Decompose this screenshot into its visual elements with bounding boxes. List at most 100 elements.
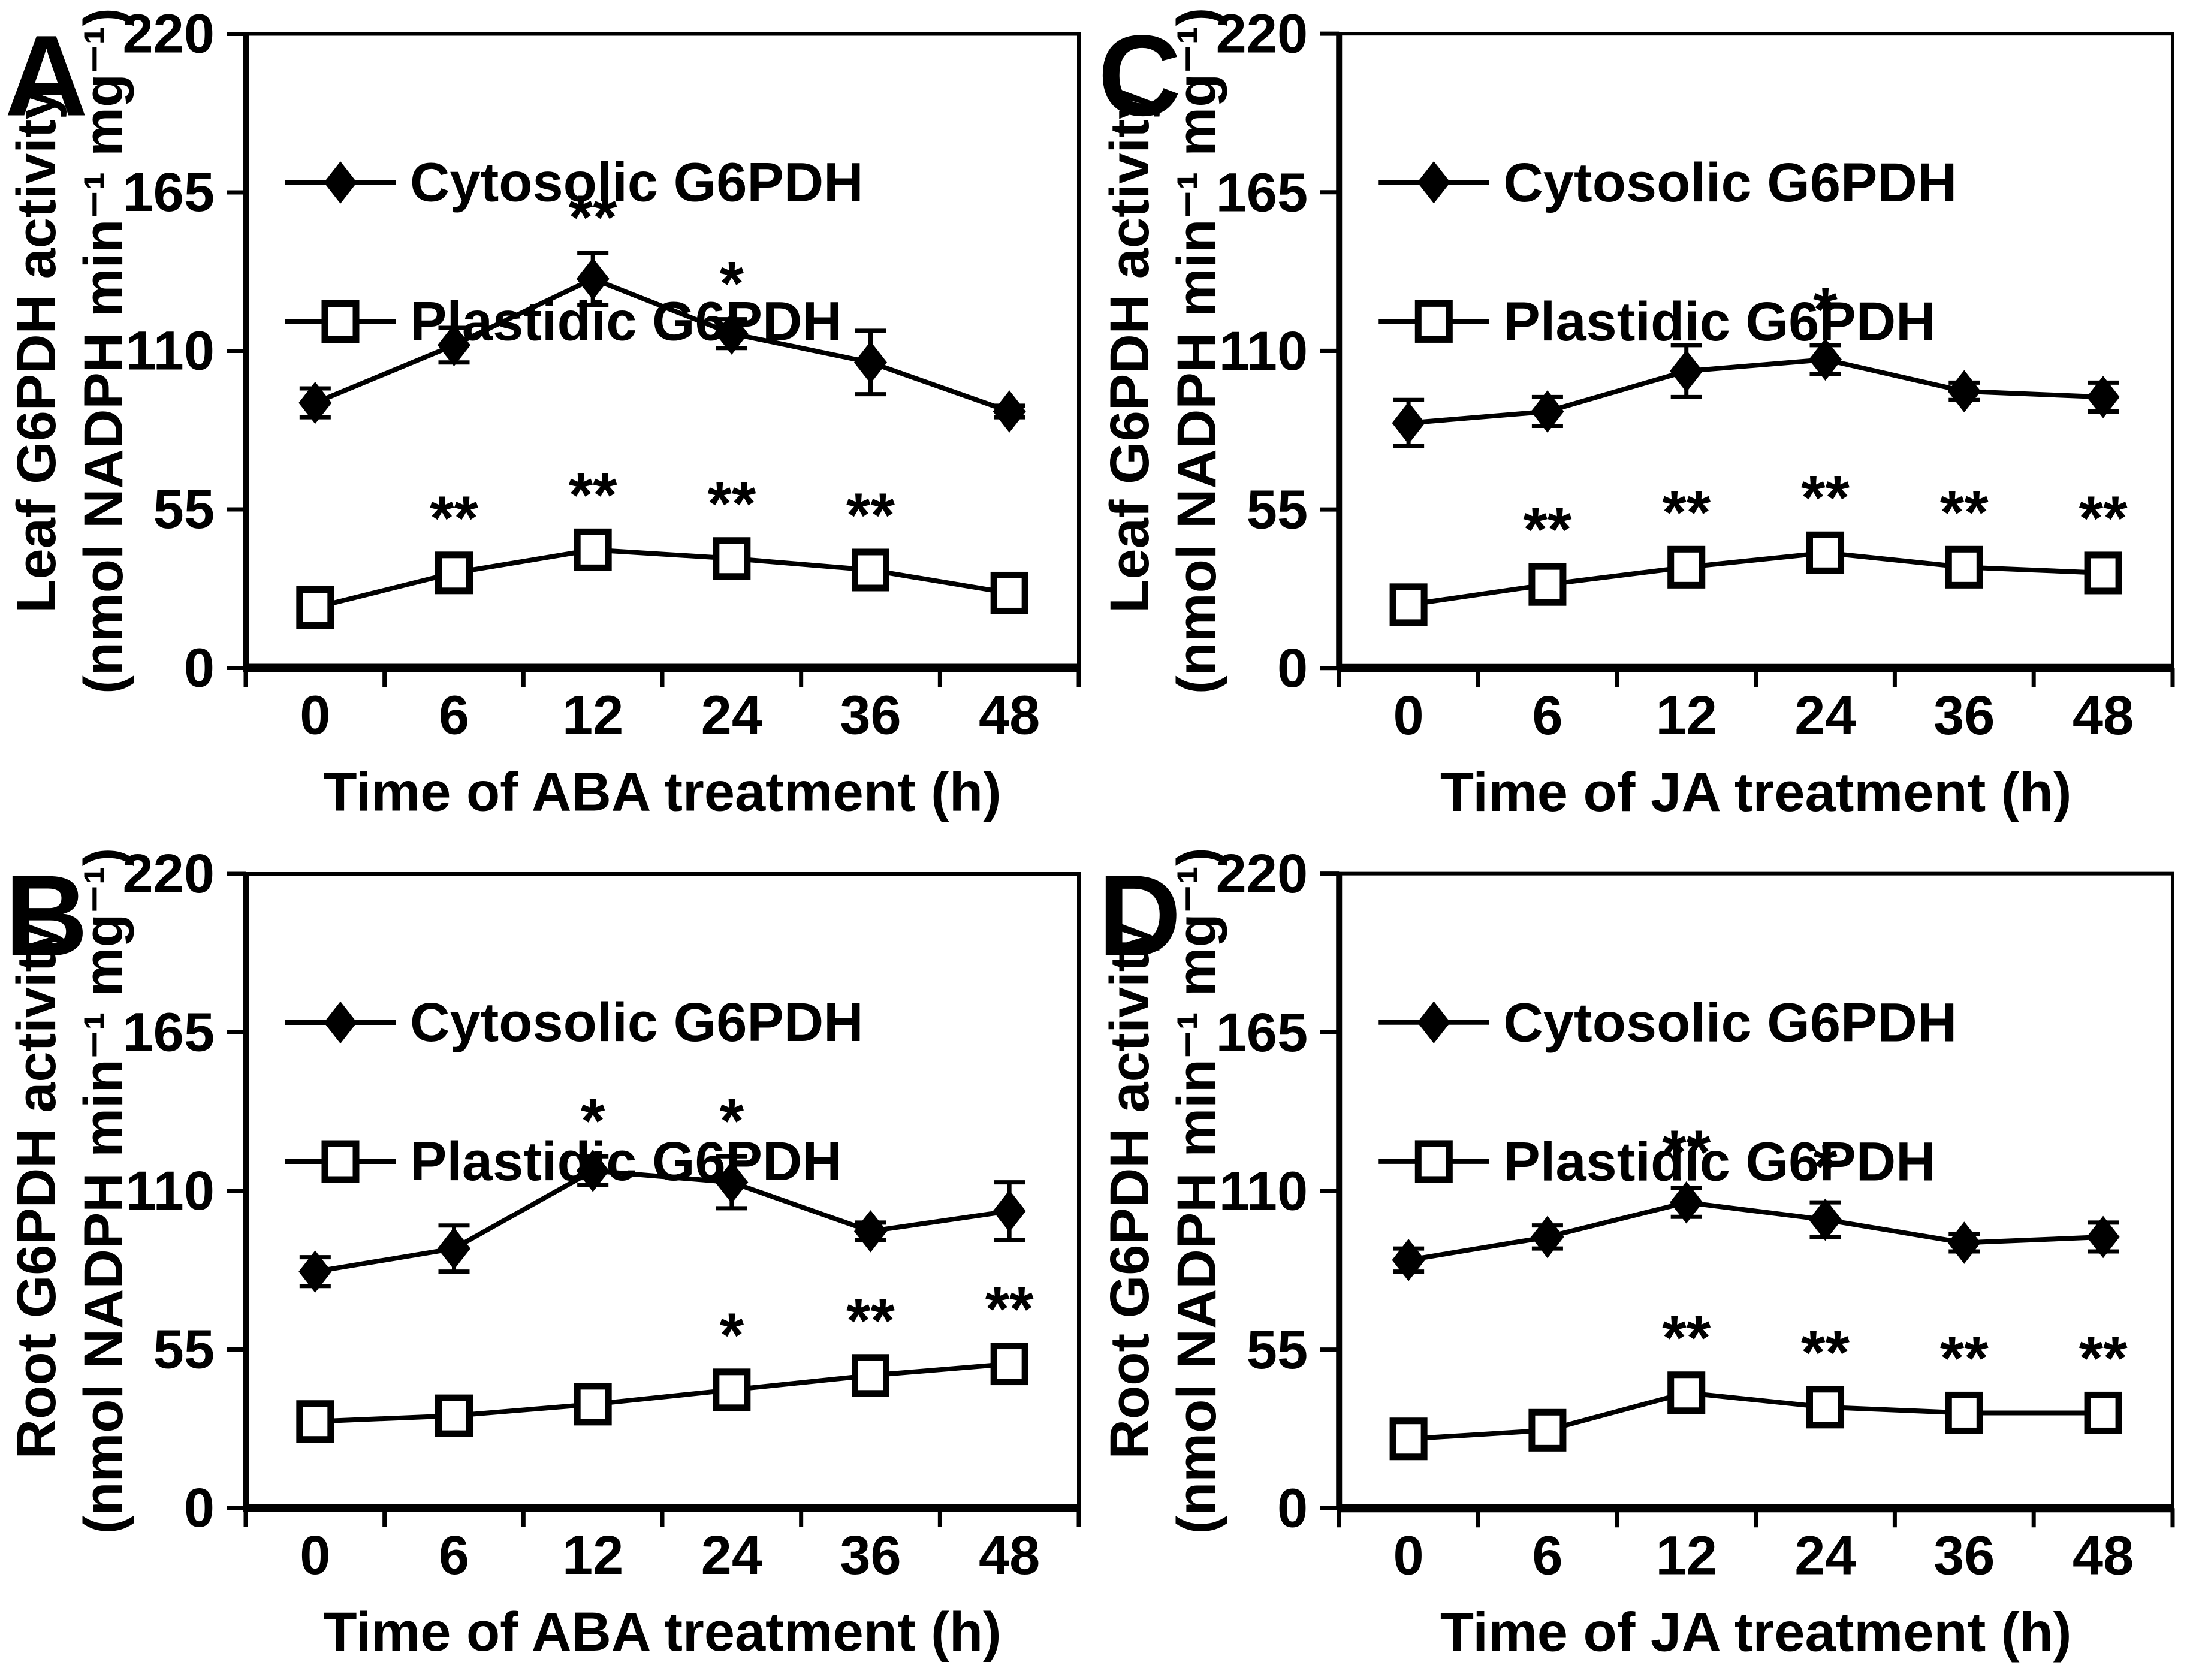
x-tick-label: 48 [979,685,1040,746]
data-point-square [990,1343,1028,1386]
y-tick-label: 165 [1216,1002,1308,1063]
data-point-square [1806,531,1845,574]
significance-marker: ** [1662,1118,1711,1187]
series-line [1408,1200,2104,1263]
significance-marker: * [720,1301,744,1370]
significance-marker: * [1813,275,1838,345]
panel-chart-a: 0 55 110 165 220 0 6 12 24 36 48 Time of ABA treatm… [5,4,1081,823]
significance-marker: * [720,1086,744,1156]
y-tick-label: 55 [1247,1319,1308,1380]
x-tick-label: 48 [2073,1524,2134,1586]
data-point-diamond [576,1150,610,1192]
x-tick-label: 24 [1794,684,1856,746]
y-axis-title-line2: (nmol NADPH min⁻¹ mg⁻¹) [73,8,134,694]
y-tick-label: 0 [1277,637,1308,699]
x-tick-label: 6 [439,685,469,746]
data-point-square [2084,1391,2122,1434]
x-tick-label: 12 [562,685,623,746]
y-axis-title-line1: Leaf G6PDH activity [1099,89,1160,613]
x-axis-title: Time of JA treatment (h) [1440,761,2072,823]
y-tick-label: 0 [1277,1477,1308,1539]
x-tick-label: 24 [701,685,762,746]
data-point-diamond [853,1210,888,1253]
legend-square-icon [321,300,360,343]
x-tick-label: 36 [840,1525,901,1586]
data-point-square [2084,551,2122,595]
y-tick-label: 110 [1219,1160,1308,1221]
panel-slot-3: 0 55 110 165 220 0 6 12 24 36 48 Time of JA treatme… [1093,840,2187,1680]
panel-label: D [1098,851,1181,980]
data-point-diamond [715,312,749,355]
data-point-square [1945,1391,1983,1434]
y-tick-label: 220 [1216,843,1308,904]
y-tick-label: 110 [126,321,215,382]
legend-diamond-icon [324,1001,357,1044]
significance-marker: ** [569,183,617,252]
y-tick-label: 0 [184,638,215,699]
x-tick-label: 24 [701,1525,762,1586]
data-point-square [574,528,612,571]
data-point-diamond [437,324,471,367]
x-tick-label: 48 [2073,684,2134,746]
significance-marker: ** [1801,463,1850,533]
y-tick-label: 220 [1216,3,1308,65]
series-line [1408,357,2104,426]
significance-marker: ** [1940,1323,1989,1393]
significance-marker: ** [985,1275,1034,1344]
panel-slot-0: 0 55 110 165 220 0 6 12 24 36 48 Time of ABA treatm… [0,0,1093,840]
x-tick-label: 6 [1532,684,1562,746]
significance-marker: ** [1523,495,1571,565]
legend-label: Plastidic G6PDH [410,1131,842,1192]
data-point-diamond [437,1227,471,1270]
y-tick-label: 165 [123,162,215,223]
x-tick-label: 24 [1794,1524,1856,1586]
data-point-square [1667,545,1706,589]
data-point-diamond [993,390,1026,433]
legend-square-icon [1414,300,1453,343]
x-axis-title: Time of JA treatment (h) [1440,1601,2072,1663]
data-point-diamond [1531,1215,1564,1259]
data-point-diamond [1808,1198,1842,1241]
data-point-square [1528,1408,1567,1452]
data-point-square [1389,1417,1428,1461]
data-point-square [296,586,334,629]
data-point-square [1667,1371,1706,1414]
x-tick-label: 12 [1656,1524,1717,1586]
legend-square-icon [321,1140,360,1183]
data-point-diamond [1808,338,1842,381]
x-tick-label: 0 [300,685,330,746]
y-axis-title-line2: (nmol NADPH min⁻¹ mg⁻¹) [73,848,134,1534]
significance-marker: ** [846,481,895,550]
data-point-diamond [1670,349,1703,393]
legend-label: Cytosolic G6PDH [1503,991,1957,1053]
legend-label: Plastidic G6PDH [1503,291,1935,352]
data-point-square [296,1400,334,1443]
y-tick-label: 220 [123,4,215,65]
data-point-diamond [298,381,332,424]
data-point-diamond [1947,370,1981,413]
series-line [1408,550,2104,607]
data-point-diamond [715,1161,749,1204]
panel-label: A [5,11,88,140]
significance-marker: ** [1662,1304,1711,1373]
legend-diamond-icon [1417,1001,1450,1044]
significance-marker: ** [707,469,756,539]
x-tick-label: 48 [979,1525,1040,1586]
x-tick-label: 0 [1393,1524,1424,1586]
data-point-diamond [298,1250,332,1293]
data-point-square [574,1383,612,1426]
series-line [314,547,1010,610]
data-point-square [1806,1386,1845,1429]
x-tick-label: 0 [300,1525,330,1586]
x-tick-label: 36 [1933,684,1995,746]
legend-square-icon [1414,1140,1453,1183]
data-point-diamond [853,341,888,384]
x-tick-label: 36 [1933,1524,1995,1586]
panel-chart-b: 0 55 110 165 220 0 6 12 24 36 48 Time of ABA treatm… [5,843,1081,1663]
y-tick-label: 165 [1216,161,1308,223]
data-point-diamond [2086,1215,2120,1259]
series-line [314,276,1010,414]
data-point-square [713,537,751,580]
y-tick-label: 0 [184,1477,215,1539]
x-tick-label: 0 [1393,684,1424,746]
